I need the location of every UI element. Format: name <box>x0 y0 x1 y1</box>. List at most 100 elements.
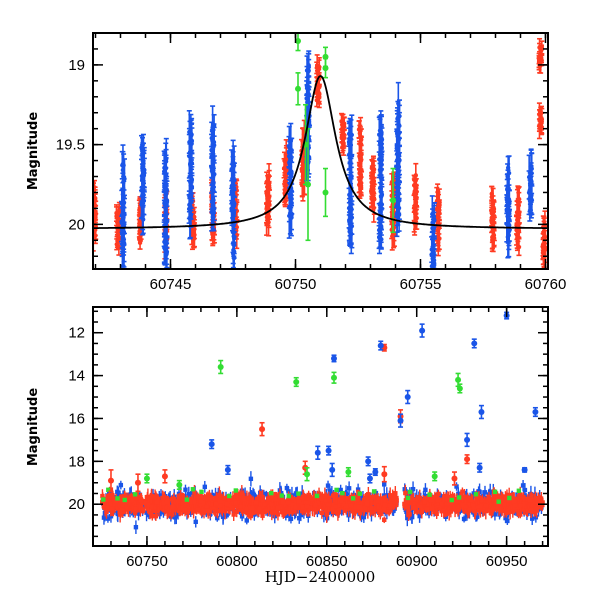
b-band-point <box>456 491 461 496</box>
data-point <box>435 235 441 240</box>
x-tick-label: 60750 <box>275 276 317 293</box>
b-point <box>429 195 435 234</box>
data-point <box>357 154 362 159</box>
r-point <box>339 131 345 144</box>
b-band-point <box>264 492 269 497</box>
data-point <box>506 233 511 238</box>
b-band-point <box>298 512 304 518</box>
b-band-point <box>417 513 422 519</box>
data-point <box>515 235 520 241</box>
b-band-point <box>488 489 493 494</box>
data-point <box>295 85 301 92</box>
data-point <box>505 193 510 198</box>
r-point <box>413 178 419 195</box>
data-point <box>377 152 383 157</box>
b-point <box>230 231 236 269</box>
data-point <box>377 216 382 221</box>
r-point <box>93 185 97 216</box>
data-point <box>322 65 329 72</box>
b-band-point <box>213 493 218 498</box>
data-point <box>376 234 382 240</box>
data-point <box>357 183 363 188</box>
data-point <box>140 168 145 173</box>
data-point <box>295 37 301 44</box>
data-point <box>396 160 401 165</box>
dense-band <box>100 471 545 534</box>
b-point <box>120 150 126 190</box>
b-band-point <box>471 491 476 496</box>
data-point <box>210 168 216 174</box>
data-point <box>267 202 272 207</box>
y-tick-label: 19 <box>68 57 85 74</box>
b-point <box>528 148 534 187</box>
top-panel-zoom-light-curve: 60745 60750 60755 60760 19 19.5 20 Magnitude <box>26 32 567 293</box>
data-point <box>413 184 418 189</box>
r-point <box>266 189 272 221</box>
b-point <box>504 178 510 213</box>
x-tick-label: 60760 <box>525 276 567 293</box>
data-point <box>120 167 126 173</box>
data-point <box>116 230 121 236</box>
data-point <box>348 153 354 159</box>
b-point <box>210 153 216 189</box>
x-tick-label: 60745 <box>150 276 192 293</box>
r-point <box>316 85 322 109</box>
data-point <box>516 221 521 226</box>
data-point <box>396 101 401 106</box>
data-point <box>287 160 292 165</box>
b-point <box>188 184 194 220</box>
b-point <box>161 189 167 218</box>
b-band-point <box>325 483 331 488</box>
data-point <box>266 173 272 179</box>
b-point <box>394 120 400 148</box>
b-band-point <box>530 516 535 521</box>
top-axes: 60745 60750 60755 60760 19 19.5 20 <box>56 32 567 293</box>
data-point <box>529 193 534 198</box>
x-tick-label: 60755 <box>400 276 442 293</box>
r-point <box>370 180 376 199</box>
data-point <box>314 63 320 69</box>
b-band-point <box>492 512 498 517</box>
data-point <box>347 226 352 231</box>
data-point <box>188 200 194 205</box>
r-point <box>436 199 442 218</box>
r-point <box>314 54 320 78</box>
y-tick-label: 19.5 <box>56 137 85 154</box>
g-point <box>295 72 301 106</box>
top-data-points <box>93 33 548 269</box>
data-point <box>515 198 521 203</box>
r-point <box>264 171 270 193</box>
data-point <box>210 235 216 240</box>
data-point <box>211 139 217 145</box>
b-point <box>396 180 402 221</box>
data-point <box>430 211 435 217</box>
b-point <box>347 211 353 246</box>
top-ylabel: Magnitude <box>26 112 41 191</box>
data-point <box>191 228 196 234</box>
data-point <box>188 131 194 136</box>
data-point <box>357 131 363 136</box>
b-point <box>376 224 382 250</box>
r-point <box>356 143 362 170</box>
data-point <box>505 165 511 170</box>
r-point <box>435 225 441 250</box>
r-point <box>489 185 495 209</box>
data-point <box>211 197 216 203</box>
r-point <box>514 224 520 252</box>
g-point <box>295 33 301 52</box>
data-point <box>305 181 311 188</box>
data-point <box>301 163 306 169</box>
top-model-curve <box>93 75 548 229</box>
g-point <box>390 167 396 234</box>
data-point <box>264 221 269 227</box>
data-point <box>526 174 532 180</box>
data-point <box>379 192 385 197</box>
g-point <box>322 57 329 79</box>
y-tick-label: 20 <box>68 216 85 233</box>
r-point <box>341 116 347 132</box>
g-point <box>322 167 329 218</box>
data-point <box>231 247 236 253</box>
data-point <box>349 132 354 138</box>
b-band-point <box>158 493 164 498</box>
